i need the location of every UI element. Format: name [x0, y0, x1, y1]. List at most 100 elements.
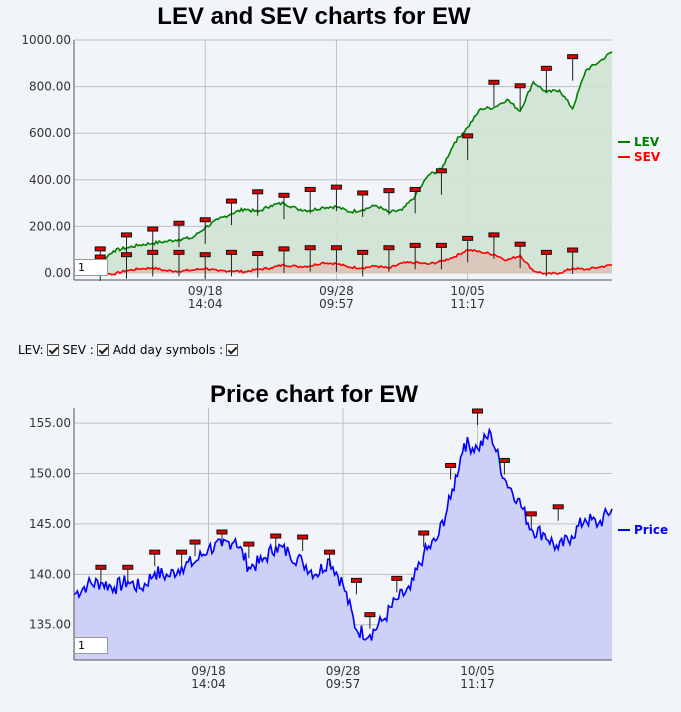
day-marker	[252, 189, 264, 216]
day-symbols-label: Add day symbols :	[112, 343, 224, 357]
legend-label-lev: LEV	[634, 135, 660, 149]
day-marker	[391, 575, 403, 593]
area-sev	[74, 249, 612, 275]
day-marker	[514, 83, 526, 110]
day-marker	[304, 245, 316, 272]
day-marker	[488, 232, 500, 259]
day-marker	[176, 549, 188, 567]
price-chart: Price chart for EW 135.00 140.00 145.00 150…	[29, 381, 668, 691]
day-marker	[383, 188, 395, 215]
day-marker	[445, 462, 457, 480]
y-tick-label: 140.00	[29, 567, 71, 581]
chart-options: LEV: SEV : Add day symbols :	[18, 343, 242, 357]
lev-label: LEV:	[18, 343, 44, 357]
line-lev	[73, 51, 613, 273]
x-tick-time: 11:17	[450, 297, 485, 311]
x-tick-time: 14:04	[188, 297, 223, 311]
legend: Price	[618, 523, 668, 537]
day-marker	[567, 54, 579, 81]
x-tick-date: 09/18	[188, 284, 223, 298]
y-tick-label: 1000.00	[21, 33, 71, 47]
day-marker	[252, 251, 264, 278]
day-marker	[324, 549, 336, 567]
y-tick-label: 155.00	[29, 416, 71, 430]
y-tick-label: 200.00	[29, 219, 71, 233]
day-marker	[173, 220, 185, 248]
day-marker	[278, 246, 290, 273]
day-marker	[95, 564, 107, 582]
day-marker	[383, 245, 395, 272]
x-tick-date: 09/18	[191, 664, 226, 678]
chart-title: Price chart for EW	[210, 381, 418, 408]
day-marker	[330, 245, 342, 272]
day-marker	[297, 534, 309, 552]
day-marker	[147, 226, 159, 254]
day-marker	[173, 249, 185, 277]
day-marker	[552, 504, 564, 521]
legend-label-sev: SEV	[634, 150, 661, 164]
day-marker	[418, 530, 430, 548]
day-marker	[435, 242, 447, 270]
x-tick-date: 09/28	[319, 284, 354, 298]
x-tick-time: 14:04	[191, 677, 226, 691]
y-tick-label: 600.00	[29, 126, 71, 140]
day-marker	[216, 529, 228, 546]
day-marker	[488, 79, 500, 107]
chart1-navigator-input[interactable]: 1	[74, 259, 108, 276]
y-tick-label: 135.00	[29, 618, 71, 632]
x-tick-date: 09/28	[326, 664, 361, 678]
day-marker	[472, 408, 483, 426]
day-marker	[243, 541, 255, 559]
series-areas	[74, 51, 612, 275]
day-marker	[225, 249, 237, 277]
day-marker	[330, 184, 342, 212]
x-tick-time: 09:57	[319, 297, 354, 311]
y-tick-label: 800.00	[29, 80, 71, 94]
day-marker	[567, 247, 579, 275]
day-marker	[147, 249, 159, 277]
day-marker	[357, 190, 369, 217]
series-lines	[73, 427, 613, 641]
day-marker	[199, 252, 211, 279]
day-marker	[189, 539, 201, 557]
day-marker	[435, 168, 447, 195]
sev-checkbox[interactable]	[96, 344, 109, 356]
y-tick-label: 400.00	[29, 173, 71, 187]
y-tick-label: 0.00	[44, 266, 71, 280]
x-tick-date: 10/05	[460, 664, 495, 678]
day-markers	[94, 54, 579, 282]
chart2-navigator-input[interactable]: 1	[74, 637, 108, 654]
day-marker	[225, 198, 237, 226]
lev-checkbox[interactable]	[46, 344, 59, 356]
day-marker	[462, 235, 474, 263]
day-marker	[409, 186, 421, 214]
x-tick-time: 11:17	[460, 677, 495, 691]
y-tick-label: 150.00	[29, 467, 71, 481]
series-lines	[73, 51, 613, 276]
lev-sev-chart: LEV and SEV charts for EW 0.00 200.00 400.…	[21, 3, 661, 311]
chart-title: LEV and SEV charts for EW	[157, 3, 471, 30]
day-marker	[364, 612, 376, 629]
day-marker	[199, 217, 211, 244]
series-areas	[74, 429, 612, 660]
day-marker	[357, 249, 369, 277]
y-tick-label: 145.00	[29, 517, 71, 531]
day-marker	[350, 577, 362, 595]
line-sev	[74, 248, 613, 276]
day-marker	[409, 242, 421, 270]
day-marker	[525, 511, 537, 528]
day-marker	[270, 533, 282, 551]
day-symbols-checkbox[interactable]	[226, 344, 239, 356]
day-markers	[95, 408, 564, 629]
sev-label: SEV :	[62, 343, 94, 357]
line-price	[73, 427, 613, 641]
x-tick-time: 09:57	[326, 677, 361, 691]
axes: 0.00 200.00 400.00 600.00 800.00 1000.00 09/18…	[21, 33, 612, 311]
legend-label-price: Price	[634, 523, 668, 537]
day-marker	[514, 241, 526, 269]
x-tick-date: 10/05	[450, 284, 485, 298]
day-marker	[149, 549, 161, 567]
day-marker	[540, 249, 552, 277]
axes: 135.00 140.00 145.00 150.00 155.00 09/1814:04…	[29, 408, 612, 691]
